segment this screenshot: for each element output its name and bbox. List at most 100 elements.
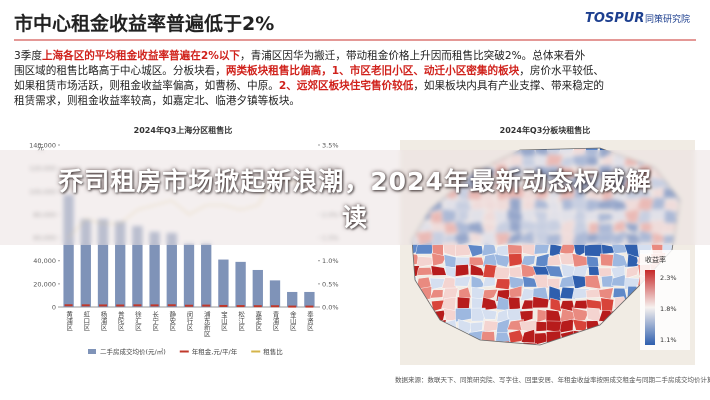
x-tick-label: 嘉定区 — [254, 310, 262, 331]
bar — [252, 269, 263, 307]
map-cell — [549, 297, 562, 312]
x-tick-label: 宝山区 — [219, 310, 227, 331]
x-tick-label: 松江区 — [237, 310, 245, 331]
map-cell — [601, 275, 614, 288]
slide-title: 市中心租金收益率普遍低于2% — [14, 12, 274, 35]
map-cell — [532, 296, 550, 309]
map-cell — [482, 277, 496, 288]
y-unit: 元 — [37, 144, 44, 152]
map-cell — [470, 307, 486, 322]
bar — [235, 261, 246, 307]
bar — [287, 291, 298, 307]
source-note: 数据来源：数联天下、同策研究院、写字住、回里安居、年租金收益率按照成交租金与同期… — [395, 375, 710, 384]
bar — [201, 243, 212, 307]
map-cell — [508, 296, 521, 313]
map-cell — [493, 266, 512, 280]
x-tick-label: 青浦区 — [271, 310, 279, 331]
x-tick-label: 普陀区 — [116, 310, 124, 331]
overlay-band — [0, 150, 710, 245]
legend-label: 租售比 — [263, 347, 283, 356]
legend-value: 1.1% — [660, 336, 677, 344]
logo-sub: 同策研究院 — [645, 13, 690, 25]
map-cell — [611, 252, 629, 268]
map-cell — [588, 266, 601, 276]
legend-title: 收益率 — [645, 255, 666, 264]
legend-label: 年租金,元/平/年 — [192, 347, 238, 356]
map-cell — [494, 254, 512, 268]
y2-tick-label: 0.5% — [322, 280, 339, 288]
map-cell — [507, 244, 523, 257]
x-tick-label: 虹口区 — [82, 310, 90, 331]
map-cell — [532, 265, 549, 278]
x-tick-label: 金山区 — [288, 310, 296, 331]
legend-label: 二手房成交均价(元/㎡) — [100, 347, 166, 356]
map-cell — [532, 274, 550, 289]
highlight-text: 两类板块租售比偏高，1、市区老旧小区、动迁小区密集的板块 — [226, 64, 520, 77]
x-tick-label: 浦东新区 — [202, 310, 210, 338]
bar — [166, 232, 177, 307]
map-cell — [508, 253, 523, 267]
y-tick-label: 140,000 — [29, 142, 56, 150]
map-cell — [481, 308, 498, 320]
map-cell — [416, 267, 433, 276]
x-tick-label: 静安区 — [168, 310, 176, 331]
map-cell — [586, 299, 602, 311]
map-cell — [455, 264, 470, 277]
body-text: 围区域的租售比略高于中心城区。分板块看， — [14, 64, 226, 77]
legend-swatch — [88, 349, 96, 354]
body-text: 3季度 — [14, 49, 42, 62]
bar — [80, 219, 91, 307]
legend-gradient — [645, 270, 655, 345]
map-cell — [520, 342, 537, 345]
map-cell — [625, 265, 640, 279]
x-tick-label: 长宁区 — [151, 310, 159, 331]
map-cell — [559, 308, 576, 324]
bar — [115, 221, 126, 307]
paragraph-line: 3季度上海各区的平均租金收益率普遍在2%以下，青浦区因华为搬迁，带动租金价格上升… — [14, 49, 586, 62]
chart-title: 2024年Q3上海分区租售比 — [134, 125, 233, 135]
map-cell — [545, 265, 564, 278]
legend-value: 1.8% — [660, 305, 677, 313]
body-text: ，如果板块内具有产业支撑、带来稳定的 — [413, 79, 604, 92]
paragraph-line: 租赁需求，则租金收益率较高，如嘉定北、临港夕镇等板块。 — [14, 94, 300, 107]
body-text: ，房价水平较低、 — [519, 64, 604, 77]
bar — [63, 194, 74, 307]
map-title: 2024年Q3分板块租售比 — [500, 125, 591, 135]
y2-tick-label: 0.0% — [322, 304, 339, 312]
map-cell — [458, 286, 472, 301]
map-cell — [548, 285, 561, 301]
x-tick-label: 黄浦区 — [65, 310, 73, 331]
y-tick-label: 0 — [52, 304, 56, 312]
body-text: 如果租赁市场活跃，则租金收益率偏高，如曹杨、中原。 — [14, 79, 279, 92]
bar — [97, 219, 109, 307]
y2-tick-label: 1.0% — [322, 257, 339, 265]
map-cell — [508, 266, 523, 278]
bar — [218, 259, 229, 307]
y-tick-label: 40,000 — [33, 257, 56, 265]
map-cell — [520, 299, 535, 310]
map-cell — [600, 297, 614, 312]
bar — [183, 243, 195, 307]
map-cell — [559, 286, 576, 300]
y-tick-label: 20,000 — [33, 280, 56, 288]
body-text: 租赁需求，则租金收益率较高，如嘉定北、临港夕镇等板块。 — [14, 94, 300, 107]
map-cell — [495, 278, 512, 290]
bar — [304, 291, 315, 307]
highlight-text: 2、远郊区板块住宅售价较低 — [279, 79, 414, 92]
x-tick-label: 奉贤区 — [305, 310, 313, 331]
bar — [269, 280, 281, 307]
x-tick-label: 徐汇区 — [133, 310, 141, 331]
map-cell — [519, 310, 534, 323]
highlight-text: 上海各区的平均租金收益率普遍在2%以下 — [42, 49, 240, 62]
y2-tick-label: 3.5% — [322, 142, 339, 150]
legend-value: 2.3% — [660, 274, 677, 282]
map-cell — [416, 256, 433, 268]
x-tick-label: 闵行区 — [185, 310, 193, 331]
map-cell — [469, 321, 484, 334]
bar — [149, 231, 160, 307]
paragraph-line: 围区域的租售比略高于中心城区。分板块看，两类板块租售比偏高，1、市区老旧小区、动… — [14, 64, 604, 77]
x-tick-label: 杨浦区 — [99, 310, 107, 331]
bar — [132, 226, 143, 307]
map-cell — [519, 288, 536, 302]
